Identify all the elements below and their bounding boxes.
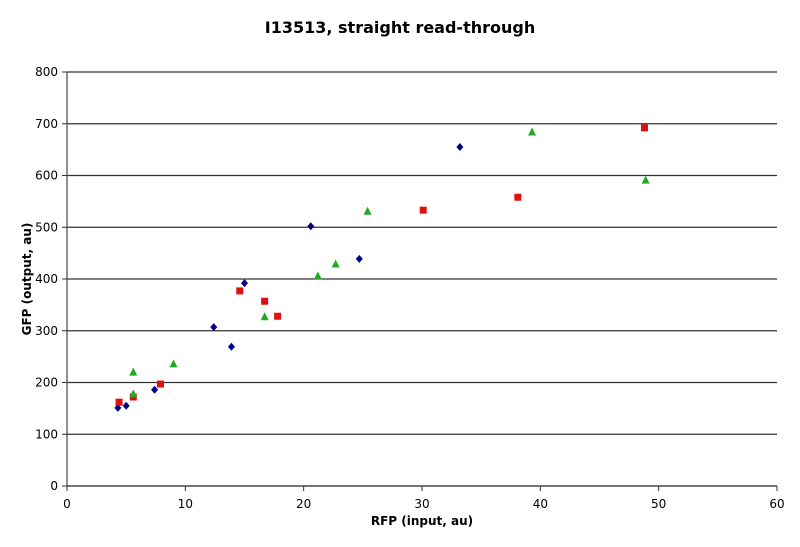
- data-point-diamond: [151, 385, 159, 394]
- data-point-diamond: [241, 279, 248, 288]
- data-points: [114, 124, 650, 412]
- x-tick-label: 0: [63, 497, 71, 511]
- data-point-square: [156, 380, 164, 388]
- data-point-diamond: [210, 323, 218, 332]
- y-tick-label: 700: [35, 117, 58, 131]
- data-point-square: [514, 193, 522, 201]
- x-axis-label: RFP (input, au): [370, 514, 474, 528]
- x-tick-label: 40: [533, 497, 548, 511]
- x-tick-label: 20: [296, 497, 311, 511]
- x-tick-label: 60: [769, 497, 784, 511]
- y-tick-label: 800: [35, 65, 58, 79]
- data-point-triangle: [363, 206, 372, 215]
- x-tick-label: 10: [178, 497, 193, 511]
- data-point-diamond: [227, 342, 235, 351]
- data-point-diamond: [122, 401, 130, 410]
- y-tick-label: 0: [50, 479, 58, 493]
- data-point-triangle: [331, 259, 340, 268]
- y-tick-label: 500: [35, 220, 58, 234]
- y-axis-ticks: 0 100 200 300 400 500 600 700 800: [35, 65, 67, 493]
- data-point-diamond: [307, 222, 315, 231]
- x-axis-ticks: 0 10 20 30 40 50 60: [63, 486, 785, 511]
- data-point-triangle: [641, 175, 650, 184]
- y-tick-label: 100: [35, 427, 58, 441]
- x-tick-label: 50: [651, 497, 666, 511]
- data-point-triangle: [528, 127, 537, 136]
- data-point-square: [115, 398, 123, 406]
- data-point-triangle: [129, 389, 138, 398]
- chart-title: I13513, straight read-through: [264, 18, 536, 37]
- data-point-diamond: [456, 143, 464, 152]
- data-point-square: [419, 206, 427, 214]
- y-tick-label: 200: [35, 376, 58, 390]
- y-tick-label: 600: [35, 169, 58, 183]
- gridlines: [67, 71, 777, 435]
- data-point-triangle: [129, 367, 138, 376]
- data-point-square: [261, 297, 269, 305]
- data-point-triangle: [169, 359, 178, 368]
- data-point-diamond: [114, 403, 122, 412]
- data-point-square: [236, 287, 244, 295]
- y-tick-label: 300: [35, 324, 58, 338]
- data-point-triangle: [313, 271, 322, 280]
- data-point-diamond: [355, 254, 363, 263]
- y-tick-label: 400: [35, 272, 58, 286]
- data-point-square: [274, 312, 282, 320]
- x-tick-label: 30: [414, 497, 429, 511]
- data-point-triangle: [260, 312, 269, 321]
- data-point-square: [640, 124, 648, 132]
